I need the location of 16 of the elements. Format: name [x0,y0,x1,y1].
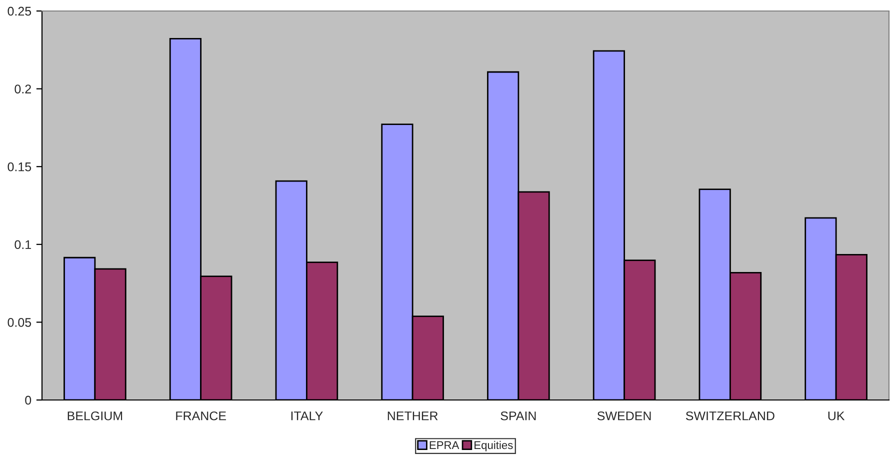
x-tick-label: NETHER [388,412,438,420]
y-tick-label: 0 [25,396,32,405]
y-tick-label: 0.1 [14,240,31,250]
x-tick-label: ITALY [291,412,323,420]
y-tick-label: 0.15 [8,162,32,172]
x-tick-label: UK [828,412,845,420]
x-tick-label: SWITZERLAND [686,411,774,420]
x-tick-label: BELGIUM [68,411,122,420]
y-tick-label: 0.25 [8,6,32,16]
x-tick-label: SWEDEN [597,411,651,420]
y-tick-label: 0.2 [14,84,31,94]
x-tick-label: FRANCE [176,411,226,420]
y-tick-label: 0.05 [8,318,32,327]
legend-label: Equities [474,440,513,452]
legend-label: EPRA [430,441,460,449]
x-tick-label: SPAIN [500,411,536,420]
